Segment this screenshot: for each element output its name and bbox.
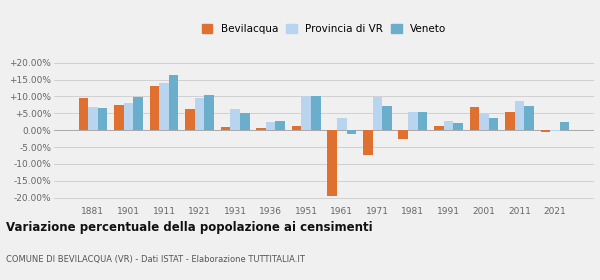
Bar xyxy=(79,98,88,130)
Bar xyxy=(311,97,320,130)
Bar xyxy=(382,106,392,130)
Bar xyxy=(363,130,373,155)
Bar xyxy=(453,123,463,130)
Bar xyxy=(550,130,560,131)
Bar xyxy=(479,114,489,130)
Bar xyxy=(541,130,550,132)
Bar xyxy=(515,101,524,130)
Bar xyxy=(524,106,534,130)
Bar xyxy=(205,95,214,130)
Bar xyxy=(98,108,107,130)
Bar xyxy=(185,109,195,130)
Bar xyxy=(256,127,266,130)
Bar xyxy=(88,107,98,130)
Bar xyxy=(505,112,515,130)
Bar xyxy=(408,112,418,130)
Legend: Bevilacqua, Provincia di VR, Veneto: Bevilacqua, Provincia di VR, Veneto xyxy=(197,20,451,38)
Bar xyxy=(301,97,311,130)
Text: Variazione percentuale della popolazione ai censimenti: Variazione percentuale della popolazione… xyxy=(6,221,373,234)
Bar xyxy=(292,126,301,130)
Bar xyxy=(398,130,408,139)
Bar xyxy=(149,86,159,130)
Bar xyxy=(337,118,347,130)
Bar xyxy=(470,107,479,130)
Bar xyxy=(328,130,337,196)
Bar xyxy=(240,113,250,130)
Bar xyxy=(169,74,178,130)
Bar xyxy=(489,118,499,130)
Bar xyxy=(418,112,427,130)
Text: COMUNE DI BEVILACQUA (VR) - Dati ISTAT - Elaborazione TUTTITALIA.IT: COMUNE DI BEVILACQUA (VR) - Dati ISTAT -… xyxy=(6,255,305,264)
Bar xyxy=(159,83,169,130)
Bar xyxy=(266,122,275,130)
Bar xyxy=(195,98,205,130)
Bar xyxy=(114,105,124,130)
Bar xyxy=(560,122,569,130)
Bar xyxy=(124,103,133,130)
Bar xyxy=(347,130,356,134)
Bar xyxy=(133,97,143,130)
Bar xyxy=(275,121,285,130)
Bar xyxy=(221,127,230,130)
Bar xyxy=(373,97,382,130)
Bar xyxy=(434,126,443,130)
Bar xyxy=(230,109,240,130)
Bar xyxy=(443,121,453,130)
